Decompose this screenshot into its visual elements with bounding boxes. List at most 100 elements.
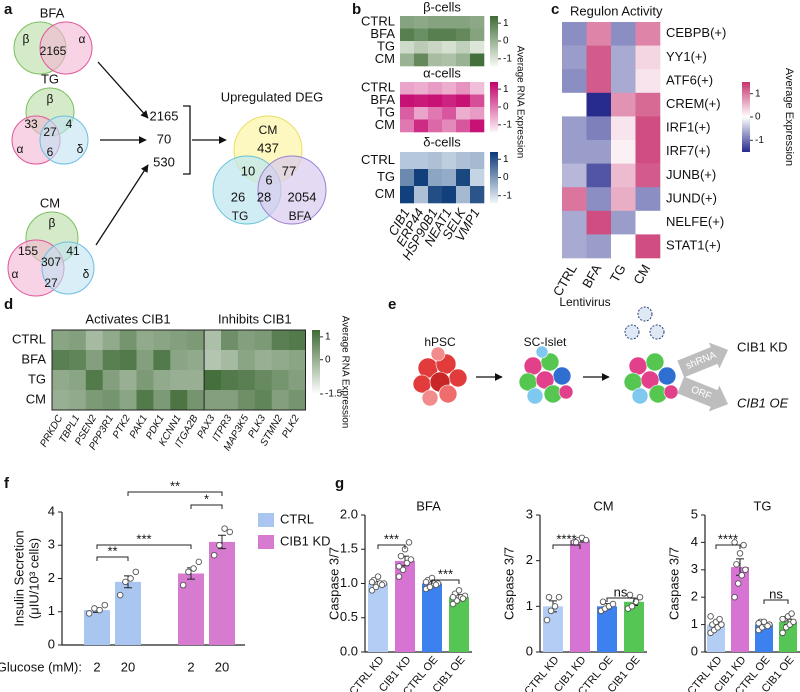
data-point	[195, 558, 203, 566]
heatmap-cell	[204, 370, 222, 391]
y-tick-label: 2.0	[340, 506, 358, 521]
heatmap-cell	[221, 370, 239, 391]
venn-count: 2054	[288, 189, 317, 204]
heatmap-cell	[400, 53, 415, 67]
row-label: JUND(+)	[666, 190, 717, 205]
venn-bfa: BFA β α 2165	[13, 5, 93, 75]
bar	[570, 540, 590, 652]
data-point	[132, 568, 140, 576]
heatmap-cell	[470, 107, 485, 120]
heatmap-cell	[562, 163, 587, 188]
venn-title: Upregulated DEG	[221, 89, 324, 104]
venn-set-label: TG	[232, 209, 249, 223]
data-point	[122, 578, 129, 586]
heatmap-cell	[119, 370, 137, 391]
arrow	[95, 164, 149, 246]
venn-set-label: α	[12, 267, 19, 281]
y-tick-label: 0	[691, 643, 698, 658]
data-point	[733, 561, 740, 568]
heatmap-cell	[400, 82, 415, 95]
heatmap-cell	[288, 390, 306, 411]
venn-set-label: α	[17, 142, 24, 156]
significance-bracket	[552, 544, 581, 549]
venn-set-label: α	[79, 32, 86, 46]
heatmap-cell	[136, 330, 154, 351]
heatmap-cell	[470, 94, 485, 108]
y-tick-label: 0	[48, 636, 55, 651]
heatmap-cell	[562, 187, 587, 212]
significance-label: ns	[769, 586, 783, 601]
data-point	[547, 607, 555, 615]
row-label: BFA	[21, 351, 46, 366]
schematic-label: hPSC	[424, 335, 456, 349]
data-point	[116, 591, 124, 599]
bar	[422, 583, 442, 652]
heatmap-cell	[136, 370, 154, 391]
y-axis-label: Insulin Secretion	[11, 530, 26, 626]
heatmap-cell	[400, 107, 415, 120]
significance-label: ***	[384, 531, 399, 546]
colorbar-tick-label: -1	[503, 53, 512, 64]
heatmap-cell	[271, 330, 289, 351]
cell-cluster	[623, 352, 679, 405]
venn-count: 6	[47, 145, 54, 159]
cell-cluster	[518, 345, 574, 405]
schematic-label: SC-Islet	[524, 335, 567, 349]
heatmap-cell	[136, 390, 154, 411]
data-point	[432, 581, 440, 589]
column-label: CM	[630, 262, 653, 287]
heatmap-cell	[470, 119, 485, 133]
heatmap-cell	[611, 163, 636, 188]
heatmap-cell	[586, 92, 612, 117]
heatmap-cell	[254, 370, 272, 391]
panel-label: e	[388, 296, 396, 313]
heatmap-cell	[119, 390, 137, 411]
colorbar	[490, 82, 498, 132]
heatmap-cell	[271, 370, 289, 391]
y-tick-label: 3	[691, 561, 698, 576]
data-point	[453, 597, 461, 604]
data-point	[96, 606, 103, 614]
chart-title: CM	[593, 498, 613, 513]
heatmap-cell	[456, 82, 471, 95]
heatmap-cell	[221, 390, 239, 411]
heatmap-cell	[442, 53, 457, 67]
venn-set-label: CM	[259, 123, 278, 137]
colorbar-tick-label: -1	[503, 119, 512, 130]
y-tick-label: 2	[48, 570, 55, 585]
heatmap-cell	[254, 390, 272, 411]
significance-label: ns	[614, 584, 628, 599]
row-label: TG	[377, 39, 395, 54]
heatmap-cell	[456, 41, 471, 54]
heatmap-cell	[428, 186, 443, 204]
group-title: Inhibits CIB1	[218, 311, 292, 326]
row-label: CM	[26, 391, 46, 406]
data-point	[764, 622, 771, 630]
heatmap-cell	[288, 350, 306, 371]
heatmap-cell	[470, 82, 485, 95]
heatmap-cell	[635, 69, 661, 94]
colorbar-tick-label: 1	[503, 84, 509, 95]
data-point	[179, 581, 187, 589]
heatmap-cell	[85, 350, 103, 371]
venn-title: TG	[41, 71, 59, 86]
venn-count: 41	[66, 244, 80, 258]
heatmap-cell	[400, 41, 415, 54]
heatmap-cell	[414, 53, 429, 67]
data-point	[395, 563, 403, 570]
heatmap-cell	[635, 45, 661, 70]
significance-label: *	[204, 491, 209, 506]
venn-deg: Upregulated DEG CM TG BFA 437 10 77 6 26…	[212, 89, 327, 225]
column-label: BFA	[579, 261, 604, 290]
data-point	[736, 550, 744, 557]
x-tick-label: 2	[187, 659, 194, 674]
schematic-label: Lentivirus	[559, 295, 610, 309]
venn-count: 4	[66, 117, 73, 131]
heatmap-cell	[611, 210, 636, 235]
data-point	[555, 593, 563, 601]
x-tick-label: 2	[93, 659, 100, 674]
colorbar-label: Average Expression	[783, 68, 795, 166]
data-point	[399, 566, 407, 574]
schematic: Lentivirus hPSC SC-Islet shRNA ORF CIB1 …	[412, 295, 789, 412]
venn-count: 77	[282, 163, 296, 178]
